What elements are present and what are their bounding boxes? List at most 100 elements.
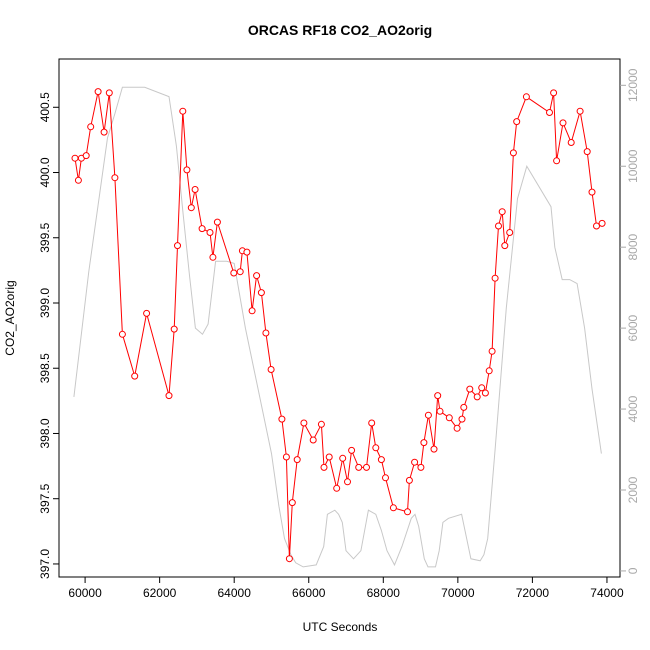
- y-tick-label: 398.0: [38, 418, 52, 448]
- co2-point: [174, 242, 181, 250]
- co2-point: [417, 463, 425, 471]
- co2-point: [355, 463, 363, 471]
- co2-point: [236, 268, 244, 276]
- co2-point: [404, 508, 411, 516]
- co2-point: [389, 504, 397, 512]
- co2-point: [567, 139, 575, 146]
- co2-point: [267, 366, 275, 373]
- co2-point: [434, 392, 442, 400]
- y-tick-label: 397.0: [38, 549, 52, 579]
- co2-point: [382, 474, 389, 482]
- co2-point: [368, 419, 376, 427]
- co2-point: [495, 222, 502, 230]
- co2-point: [491, 274, 499, 282]
- co2-point: [191, 186, 199, 193]
- co2-point: [377, 456, 385, 464]
- co2-point: [372, 444, 380, 452]
- co2-point: [206, 229, 214, 236]
- co2-point: [411, 458, 419, 466]
- co2-point: [317, 420, 325, 428]
- altitude-line: [73, 86, 602, 568]
- y-tick-label: 399.5: [38, 222, 52, 252]
- co2-point: [588, 188, 596, 196]
- co2-point: [71, 154, 79, 162]
- co2-point: [598, 219, 606, 227]
- co2-point: [424, 411, 432, 419]
- co2-point: [293, 456, 301, 464]
- co2-point: [187, 204, 195, 212]
- axis-layer: 60000 62000 64000 66000 68000 70000 72000 74000…: [38, 68, 640, 600]
- x-tick-label: 74000: [590, 586, 624, 600]
- series-layer: [71, 86, 606, 568]
- co2-point: [262, 329, 270, 337]
- y-tick-label: 398.5: [38, 353, 52, 383]
- co2-point: [466, 385, 474, 393]
- co2-point: [143, 309, 151, 317]
- co2-point: [576, 107, 584, 115]
- y2-tick-label: 8000: [626, 234, 640, 261]
- x-tick-label: 68000: [367, 586, 401, 600]
- co2-point: [74, 176, 82, 184]
- co2-point: [583, 148, 591, 156]
- co2-point: [87, 123, 95, 131]
- co2-point: [559, 119, 567, 127]
- co2-point: [285, 555, 293, 563]
- co2-point: [430, 445, 438, 453]
- co2-point: [300, 419, 308, 427]
- y-axis-label: CO2_AO2orig: [3, 280, 17, 355]
- co2-point: [243, 248, 251, 256]
- co2-point: [118, 330, 126, 338]
- co2-point: [550, 89, 558, 97]
- y2-tick-label: 6000: [626, 314, 640, 341]
- co2-point: [501, 242, 509, 250]
- co2-point: [213, 218, 221, 226]
- co2-point: [522, 93, 530, 101]
- co2-point: [445, 414, 453, 422]
- co2-point: [198, 225, 206, 233]
- co2-point: [333, 484, 341, 492]
- co2-point: [288, 499, 296, 507]
- y-tick-label: 399.0: [38, 288, 52, 318]
- co2-point: [320, 463, 328, 471]
- co2-point: [478, 384, 486, 392]
- co2-point: [506, 229, 514, 236]
- co2-point: [453, 424, 461, 432]
- x-tick-label: 60000: [68, 586, 102, 600]
- y2-tick-label: 12000: [626, 68, 640, 102]
- co2-point: [282, 453, 290, 461]
- co2-point: [405, 476, 413, 484]
- co2-point: [309, 436, 317, 444]
- co2-point: [100, 128, 108, 136]
- y2-tick-label: 2000: [626, 476, 640, 503]
- co2-point: [420, 439, 428, 447]
- co2-point: [105, 89, 113, 97]
- co2-point: [257, 289, 265, 297]
- co2-point: [488, 347, 496, 355]
- co2-point: [485, 367, 493, 375]
- y-tick-label: 397.5: [38, 483, 52, 513]
- co2-point: [179, 107, 187, 115]
- co2-point: [230, 269, 238, 277]
- co2-point: [458, 415, 466, 423]
- co2-point: [513, 118, 521, 126]
- co2-point: [131, 372, 139, 380]
- co2-line: [74, 91, 603, 559]
- co2-point: [473, 393, 481, 401]
- co2-point: [553, 157, 561, 165]
- y2-tick-label: 0: [626, 567, 640, 574]
- x-axis-label: UTC Seconds: [303, 620, 378, 634]
- y2-tick-label: 10000: [626, 149, 640, 183]
- y2-tick-label: 4000: [626, 395, 640, 422]
- co2-point: [278, 415, 286, 423]
- co2-point: [593, 222, 600, 230]
- co2-point: [94, 88, 102, 96]
- co2-point: [481, 389, 489, 397]
- co2-point: [209, 253, 217, 261]
- plot-frame: [58, 58, 621, 578]
- co2-point: [170, 325, 178, 333]
- y-tick-label: 400.0: [38, 157, 52, 187]
- x-tick-label: 66000: [292, 586, 326, 600]
- co2-point: [111, 174, 119, 182]
- chart-title: ORCAS RF18 CO2_AO2orig: [248, 22, 432, 38]
